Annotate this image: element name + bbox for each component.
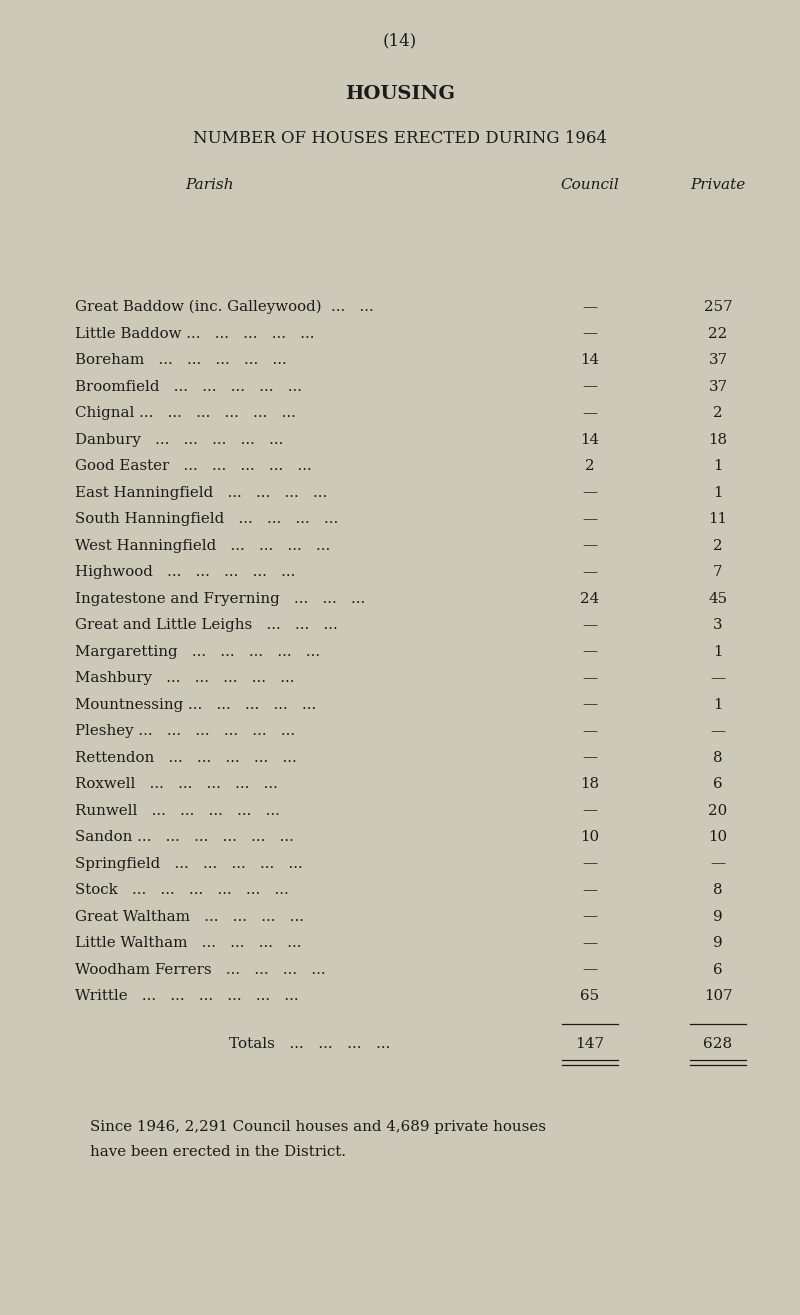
Text: Broomfield   ...   ...   ...   ...   ...: Broomfield ... ... ... ... ... [75, 380, 302, 393]
Text: Highwood   ...   ...   ...   ...   ...: Highwood ... ... ... ... ... [75, 565, 295, 579]
Text: —: — [582, 326, 598, 341]
Text: 147: 147 [575, 1038, 605, 1052]
Text: 9: 9 [713, 936, 723, 949]
Text: 10: 10 [709, 830, 727, 844]
Text: Great Baddow (inc. Galleywood)  ...   ...: Great Baddow (inc. Galleywood) ... ... [75, 300, 374, 314]
Text: —: — [710, 725, 726, 738]
Text: 6: 6 [713, 777, 723, 792]
Text: 9: 9 [713, 910, 723, 923]
Text: —: — [582, 963, 598, 977]
Text: 3: 3 [713, 618, 723, 633]
Text: —: — [582, 856, 598, 871]
Text: 65: 65 [581, 989, 599, 1003]
Text: 628: 628 [703, 1038, 733, 1052]
Text: 14: 14 [581, 433, 599, 447]
Text: —: — [582, 300, 598, 314]
Text: HOUSING: HOUSING [345, 85, 455, 103]
Text: Chignal ...   ...   ...   ...   ...   ...: Chignal ... ... ... ... ... ... [75, 406, 296, 419]
Text: 8: 8 [713, 751, 723, 764]
Text: Margaretting   ...   ...   ...   ...   ...: Margaretting ... ... ... ... ... [75, 644, 320, 659]
Text: —: — [582, 936, 598, 949]
Text: —: — [582, 406, 598, 419]
Text: —: — [710, 671, 726, 685]
Text: Ingatestone and Fryerning   ...   ...   ...: Ingatestone and Fryerning ... ... ... [75, 592, 366, 605]
Text: (14): (14) [383, 32, 417, 49]
Text: Danbury   ...   ...   ...   ...   ...: Danbury ... ... ... ... ... [75, 433, 283, 447]
Text: Great Waltham   ...   ...   ...   ...: Great Waltham ... ... ... ... [75, 910, 304, 923]
Text: 1: 1 [714, 644, 722, 659]
Text: —: — [582, 725, 598, 738]
Text: Parish: Parish [186, 178, 234, 192]
Text: 107: 107 [704, 989, 732, 1003]
Text: 37: 37 [709, 352, 727, 367]
Text: 7: 7 [714, 565, 722, 579]
Text: —: — [582, 644, 598, 659]
Text: Writtle   ...   ...   ...   ...   ...   ...: Writtle ... ... ... ... ... ... [75, 989, 298, 1003]
Text: —: — [582, 910, 598, 923]
Text: —: — [582, 697, 598, 711]
Text: West Hanningfield   ...   ...   ...   ...: West Hanningfield ... ... ... ... [75, 539, 330, 552]
Text: 1: 1 [714, 485, 722, 500]
Text: 2: 2 [713, 406, 723, 419]
Text: Great and Little Leighs   ...   ...   ...: Great and Little Leighs ... ... ... [75, 618, 338, 633]
Text: Boreham   ...   ...   ...   ...   ...: Boreham ... ... ... ... ... [75, 352, 286, 367]
Text: 1: 1 [714, 697, 722, 711]
Text: 24: 24 [580, 592, 600, 605]
Text: 6: 6 [713, 963, 723, 977]
Text: Rettendon   ...   ...   ...   ...   ...: Rettendon ... ... ... ... ... [75, 751, 297, 764]
Text: Private: Private [690, 178, 746, 192]
Text: Runwell   ...   ...   ...   ...   ...: Runwell ... ... ... ... ... [75, 803, 280, 818]
Text: —: — [710, 856, 726, 871]
Text: South Hanningfield   ...   ...   ...   ...: South Hanningfield ... ... ... ... [75, 512, 338, 526]
Text: Springfield   ...   ...   ...   ...   ...: Springfield ... ... ... ... ... [75, 856, 302, 871]
Text: Council: Council [561, 178, 619, 192]
Text: —: — [582, 539, 598, 552]
Text: 11: 11 [709, 512, 727, 526]
Text: Pleshey ...   ...   ...   ...   ...   ...: Pleshey ... ... ... ... ... ... [75, 725, 295, 738]
Text: 20: 20 [708, 803, 728, 818]
Text: —: — [582, 751, 598, 764]
Text: 2: 2 [713, 539, 723, 552]
Text: —: — [582, 380, 598, 393]
Text: Woodham Ferrers   ...   ...   ...   ...: Woodham Ferrers ... ... ... ... [75, 963, 326, 977]
Text: 257: 257 [704, 300, 732, 314]
Text: —: — [582, 618, 598, 633]
Text: 18: 18 [581, 777, 599, 792]
Text: Totals   ...   ...   ...   ...: Totals ... ... ... ... [230, 1038, 390, 1052]
Text: —: — [582, 803, 598, 818]
Text: —: — [582, 671, 598, 685]
Text: 45: 45 [709, 592, 727, 605]
Text: Mashbury   ...   ...   ...   ...   ...: Mashbury ... ... ... ... ... [75, 671, 294, 685]
Text: Good Easter   ...   ...   ...   ...   ...: Good Easter ... ... ... ... ... [75, 459, 312, 473]
Text: 22: 22 [708, 326, 728, 341]
Text: Stock   ...   ...   ...   ...   ...   ...: Stock ... ... ... ... ... ... [75, 882, 289, 897]
Text: Little Waltham   ...   ...   ...   ...: Little Waltham ... ... ... ... [75, 936, 302, 949]
Text: East Hanningfield   ...   ...   ...   ...: East Hanningfield ... ... ... ... [75, 485, 327, 500]
Text: 2: 2 [585, 459, 595, 473]
Text: —: — [582, 565, 598, 579]
Text: 1: 1 [714, 459, 722, 473]
Text: Since 1946, 2,291 Council houses and 4,689 private houses: Since 1946, 2,291 Council houses and 4,6… [90, 1119, 546, 1134]
Text: —: — [582, 512, 598, 526]
Text: —: — [582, 882, 598, 897]
Text: —: — [582, 485, 598, 500]
Text: Sandon ...   ...   ...   ...   ...   ...: Sandon ... ... ... ... ... ... [75, 830, 294, 844]
Text: Roxwell   ...   ...   ...   ...   ...: Roxwell ... ... ... ... ... [75, 777, 278, 792]
Text: 10: 10 [581, 830, 599, 844]
Text: Mountnessing ...   ...   ...   ...   ...: Mountnessing ... ... ... ... ... [75, 697, 316, 711]
Text: NUMBER OF HOUSES ERECTED DURING 1964: NUMBER OF HOUSES ERECTED DURING 1964 [193, 130, 607, 147]
Text: 14: 14 [581, 352, 599, 367]
Text: 8: 8 [713, 882, 723, 897]
Text: 18: 18 [709, 433, 727, 447]
Text: Little Baddow ...   ...   ...   ...   ...: Little Baddow ... ... ... ... ... [75, 326, 314, 341]
Text: 37: 37 [709, 380, 727, 393]
Text: have been erected in the District.: have been erected in the District. [90, 1145, 346, 1160]
